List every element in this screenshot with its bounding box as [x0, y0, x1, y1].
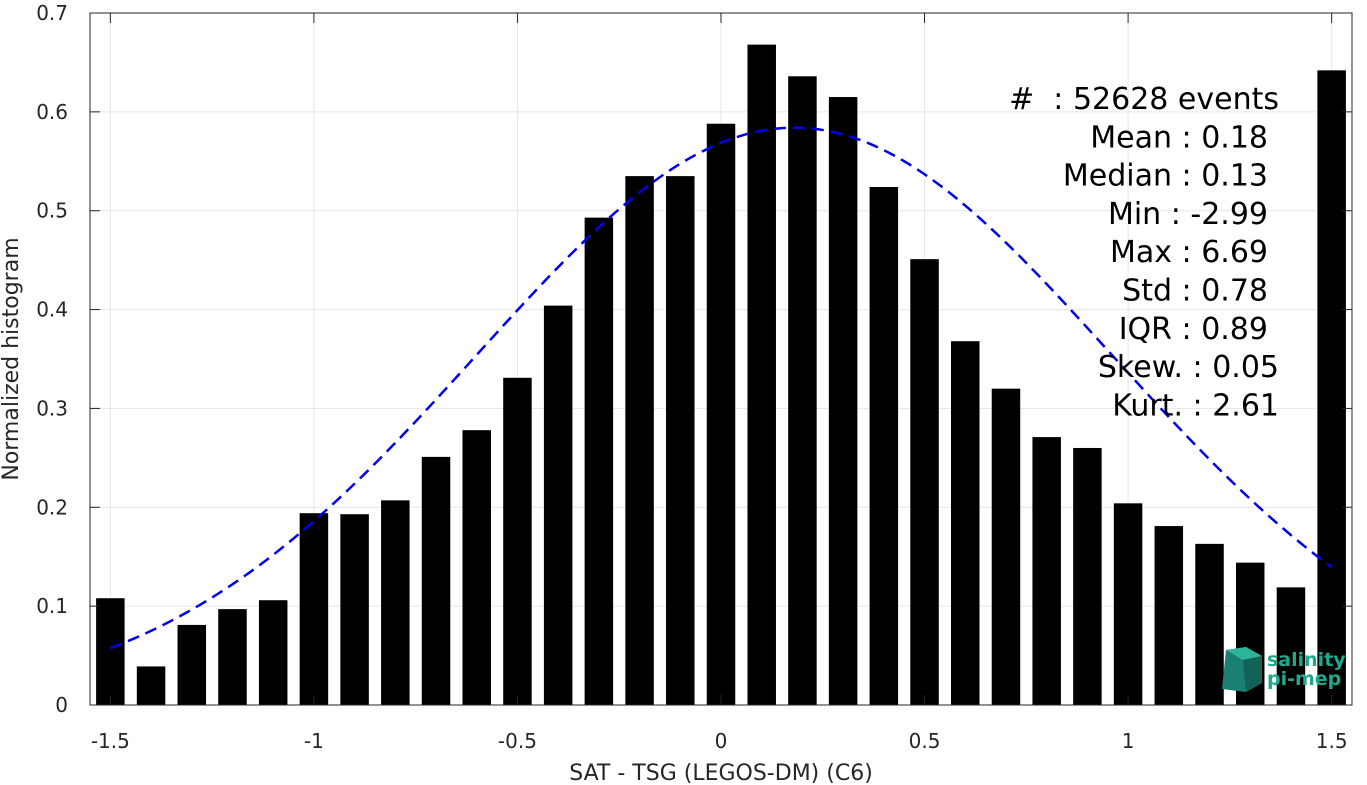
- histogram-bar: [1317, 70, 1346, 705]
- y-tick-label: 0.5: [36, 199, 68, 223]
- histogram-bar: [910, 259, 939, 705]
- stat-line: # : 52628 events: [1009, 82, 1279, 117]
- y-tick-label: 0.1: [36, 594, 68, 618]
- x-tick-labels: -1.5 -1 -0.5 0 0.5 1 1.5: [91, 729, 1348, 753]
- y-tick-label: 0.7: [36, 1, 68, 25]
- axis-ticks: [90, 12, 1352, 706]
- logo-text-line1: salinity: [1267, 649, 1346, 671]
- stat-line: Median : 0.13: [1063, 159, 1268, 194]
- histogram-bar: [177, 624, 207, 705]
- stat-line: Mean : 0.18: [1090, 120, 1268, 155]
- gaussian-fit-curve: [109, 126, 1333, 650]
- histogram-bar: [218, 609, 247, 705]
- histogram-bar: [828, 97, 858, 706]
- stat-line: Max : 6.69: [1110, 235, 1268, 270]
- salinity-pi-mep-logo: salinity pi-mep: [1222, 647, 1346, 692]
- histogram-bar: [503, 377, 532, 705]
- y-tick-label: 0.2: [36, 495, 68, 519]
- histogram-bar: [299, 513, 329, 705]
- stat-line: Min : -2.99: [1108, 197, 1268, 232]
- histogram-bar: [96, 598, 125, 705]
- histogram-bar: [625, 176, 654, 706]
- histogram-bar: [991, 388, 1021, 705]
- x-tick-label: 0: [715, 729, 728, 753]
- histogram-bar: [258, 600, 288, 705]
- stat-line: Skew. : 0.05: [1098, 350, 1279, 385]
- histogram-bar: [543, 305, 573, 705]
- x-tick-label: 1.5: [1316, 729, 1348, 753]
- histogram-bar: [1154, 526, 1184, 705]
- histogram-bar: [1113, 503, 1143, 705]
- logo-text-line2: pi-mep: [1267, 668, 1341, 690]
- histogram-bar: [136, 666, 166, 705]
- x-axis-label: SAT - TSG (LEGOS-DM) (C6): [569, 761, 873, 785]
- x-tick-label: 1: [1122, 729, 1135, 753]
- cube-logo-icon: [1222, 647, 1262, 692]
- stat-line: Kurt. : 2.61: [1112, 388, 1279, 423]
- histogram-bar: [788, 76, 817, 706]
- histogram-bar: [666, 176, 695, 706]
- y-tick-label: 0.3: [36, 396, 68, 420]
- x-tick-label: -1: [304, 729, 324, 753]
- y-tick-label: 0: [55, 693, 68, 717]
- y-tick-label: 0.6: [36, 100, 68, 124]
- histogram-bar: [1276, 587, 1306, 705]
- stat-line: Std : 0.78: [1122, 274, 1268, 309]
- histogram-bar: [584, 217, 614, 706]
- histogram-bar: [340, 514, 369, 705]
- y-tick-label: 0.4: [36, 298, 68, 322]
- histogram-bar: [747, 44, 776, 706]
- histogram-bar: [706, 123, 736, 706]
- histogram-bar: [421, 456, 451, 705]
- histogram-bars: [96, 44, 1346, 706]
- histogram-bar: [1195, 543, 1224, 705]
- histogram-bar: [462, 430, 491, 705]
- y-tick-labels: 0 0.1 0.2 0.3 0.4 0.5 0.6 0.7: [36, 1, 68, 717]
- histogram-bar: [1032, 437, 1061, 705]
- x-tick-label: 0.5: [909, 729, 941, 753]
- histogram-bar: [1073, 447, 1102, 705]
- histogram-bar: [381, 500, 410, 705]
- histogram-bar: [869, 186, 899, 705]
- y-axis-label: Normalized histogram: [0, 237, 24, 480]
- stat-line: IQR : 0.89: [1119, 312, 1268, 347]
- x-tick-label: -1.5: [91, 729, 130, 753]
- x-tick-label: -0.5: [498, 729, 537, 753]
- histogram-bar: [951, 341, 980, 705]
